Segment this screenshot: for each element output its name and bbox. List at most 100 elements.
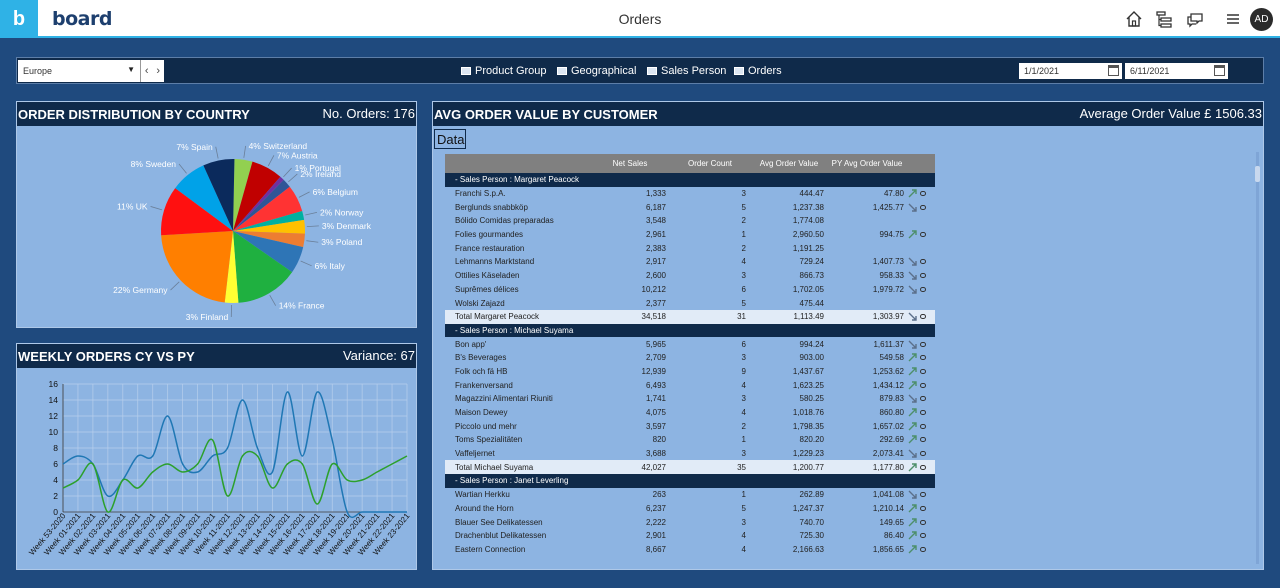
table-row[interactable]: Vaffeljernet 3,688 3 1,229.23 2,073.41 xyxy=(445,447,935,461)
comment-icon[interactable] xyxy=(920,396,926,402)
table-row[interactable]: Lehmanns Marktstand 2,917 4 729.24 1,407.73 xyxy=(445,255,935,269)
pie-slice[interactable] xyxy=(233,161,281,231)
tab-orders[interactable]: Orders xyxy=(734,65,782,77)
total-row[interactable]: Total Michael Suyama 42,027 35 1,200.77 1,17… xyxy=(445,460,935,475)
column-header[interactable]: Order Count xyxy=(687,159,733,168)
group-header-row[interactable]: - Sales Person : Margaret Peacock xyxy=(445,173,935,187)
hierarchy-icon[interactable] xyxy=(1154,9,1174,29)
table-row[interactable]: Suprêmes délices 10,212 6 1,702.05 1,979.72 xyxy=(445,283,935,297)
avg-order-value-cell: 820.20 xyxy=(799,435,824,445)
pie-slice[interactable] xyxy=(160,188,233,236)
group-header-row[interactable]: - Sales Person : Janet Leverling xyxy=(445,474,935,488)
table-row[interactable]: Eastern Connection 8,667 4 2,166.63 1,856.65 xyxy=(445,543,935,557)
comment-icon[interactable] xyxy=(920,505,926,511)
comment-icon[interactable] xyxy=(920,464,926,470)
scrollbar-track[interactable] xyxy=(1256,152,1259,564)
table-row[interactable]: B's Beverages 2,709 3 903.00 549.58 xyxy=(445,351,935,365)
chevron-right-icon[interactable]: › xyxy=(156,65,161,77)
comment-icon[interactable] xyxy=(920,368,926,374)
table-row[interactable]: Blauer See Delikatessen 2,222 3 740.70 149.6… xyxy=(445,515,935,529)
pie-slice[interactable] xyxy=(175,165,233,231)
comment-icon[interactable] xyxy=(920,410,926,416)
avg-order-value-cell: 1,229.23 xyxy=(792,449,824,459)
scrollbar-thumb[interactable] xyxy=(1255,166,1260,182)
table-row[interactable]: Wartian Herkku 263 1 262.89 1,041.08 xyxy=(445,488,935,502)
pie-slice[interactable] xyxy=(161,231,233,303)
tab-product-group[interactable]: Product Group xyxy=(461,65,547,77)
row-indicators xyxy=(906,449,935,458)
comment-icon[interactable] xyxy=(920,451,926,457)
tab-data[interactable]: Data xyxy=(434,129,466,149)
series-line-1[interactable] xyxy=(62,438,408,513)
date-from-input[interactable]: 1/1/2021 xyxy=(1019,63,1122,79)
comment-icon[interactable] xyxy=(920,273,926,279)
chat-icon[interactable] xyxy=(1185,9,1205,29)
table-row[interactable]: Around the Horn 6,237 5 1,247.37 1,210.14 xyxy=(445,502,935,516)
comment-icon[interactable] xyxy=(920,191,926,197)
table-row[interactable]: Drachenblut Delikatessen 2,901 4 725.30 86.4… xyxy=(445,529,935,543)
pie-slice[interactable] xyxy=(233,176,284,231)
comment-icon[interactable] xyxy=(920,286,926,292)
comment-icon[interactable] xyxy=(920,382,926,388)
comment-icon[interactable] xyxy=(920,492,926,498)
comment-icon[interactable] xyxy=(920,314,926,320)
total-row[interactable]: Total Margaret Peacock 34,518 31 1,113.49 1,… xyxy=(445,309,935,324)
user-avatar[interactable]: AD xyxy=(1250,8,1273,31)
pie-slice[interactable] xyxy=(233,179,290,231)
chevron-left-icon[interactable]: ‹ xyxy=(144,65,149,77)
table-row[interactable]: Magazzini Alimentari Riuniti 1,741 3 580.25… xyxy=(445,392,935,406)
customer-name: France restauration xyxy=(455,243,525,253)
country-selector[interactable]: Europe ▼ xyxy=(18,60,140,82)
table-row[interactable]: Berglunds snabbköp 6,187 5 1,237.38 1,425.77 xyxy=(445,200,935,214)
home-icon[interactable] xyxy=(1124,9,1144,29)
date-to-input[interactable]: 6/11/2021 xyxy=(1125,63,1228,79)
column-header[interactable]: Avg Order Value xyxy=(759,159,819,168)
comment-icon[interactable] xyxy=(920,546,926,552)
board-logo: board xyxy=(52,8,112,30)
tab-geographical[interactable]: Geographical xyxy=(557,65,636,77)
orders-kpi: No. Orders: 176 xyxy=(322,106,416,121)
table-row[interactable]: France restauration 2,383 2 1,191.25 xyxy=(445,241,935,255)
pie-slice[interactable] xyxy=(224,231,239,303)
comment-icon[interactable] xyxy=(920,423,926,429)
pie-slice[interactable] xyxy=(233,186,303,231)
calendar-icon[interactable] xyxy=(1214,65,1225,76)
row-indicators xyxy=(906,435,935,444)
comment-icon[interactable] xyxy=(920,341,926,347)
tab-sales-person[interactable]: Sales Person xyxy=(647,65,726,77)
comment-icon[interactable] xyxy=(920,533,926,539)
table-row[interactable]: Toms Spezialitäten 820 1 820.20 292.69 xyxy=(445,433,935,447)
calendar-icon[interactable] xyxy=(1108,65,1119,76)
column-header[interactable]: PY Avg Order Value xyxy=(831,159,903,168)
comment-icon[interactable] xyxy=(920,204,926,210)
table-row[interactable]: Franchi S.p.A. 1,333 3 444.47 47.80 xyxy=(445,187,935,201)
comment-icon[interactable] xyxy=(920,259,926,265)
pie-slice[interactable] xyxy=(233,231,304,273)
table-row[interactable]: Bólido Comidas preparadas 3,548 2 1,774.08 xyxy=(445,214,935,228)
table-row[interactable]: Ottilies Käseladen 2,600 3 866.73 958.33 xyxy=(445,269,935,283)
pie-slice[interactable] xyxy=(233,211,305,231)
pie-slice[interactable] xyxy=(233,231,305,248)
group-header-row[interactable]: - Sales Person : Michael Suyama xyxy=(445,323,935,338)
net-sales-cell: 3,688 xyxy=(645,449,666,459)
comment-icon[interactable] xyxy=(920,355,926,361)
pie-slice[interactable] xyxy=(233,231,293,303)
comment-icon[interactable] xyxy=(920,437,926,443)
table-row[interactable]: Folk och fä HB 12,939 9 1,437.67 1,253.62 xyxy=(445,365,935,379)
table-row[interactable]: Wolski Zajazd 2,377 5 475.44 xyxy=(445,296,935,310)
table-row[interactable]: Piccolo und mehr 3,597 2 1,798.35 1,657.02 xyxy=(445,419,935,433)
menu-icon[interactable] xyxy=(1223,9,1243,29)
comment-icon[interactable] xyxy=(920,519,926,525)
table-row[interactable]: Frankenversand 6,493 4 1,623.25 1,434.12 xyxy=(445,378,935,392)
pie-slice[interactable] xyxy=(233,219,306,234)
column-header[interactable]: Net Sales xyxy=(612,159,648,168)
table-row[interactable]: Maison Dewey 4,075 4 1,018.76 860.80 xyxy=(445,406,935,420)
pie-slice[interactable] xyxy=(203,159,235,231)
comment-icon[interactable] xyxy=(920,232,926,238)
pie-slice[interactable] xyxy=(233,159,253,231)
table-row[interactable]: Folies gourmandes 2,961 1 2,960.50 994.75 xyxy=(445,228,935,242)
app-launcher-button[interactable]: b xyxy=(0,0,38,38)
table-row[interactable]: Bon app' 5,965 6 994.24 1,611.37 xyxy=(445,337,935,351)
